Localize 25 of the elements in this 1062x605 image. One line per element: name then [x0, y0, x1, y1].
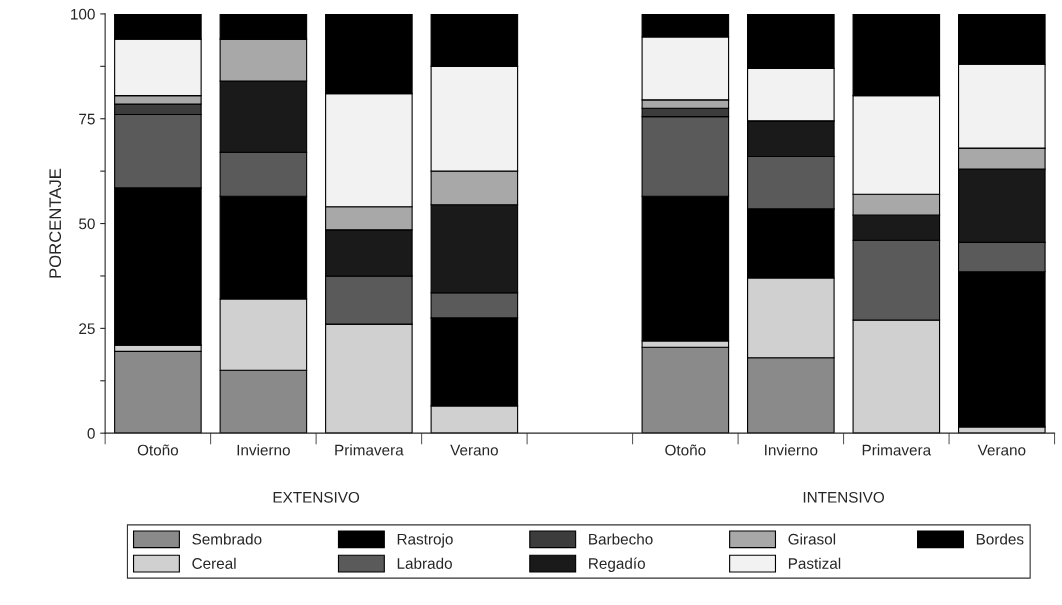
y-tick-label: 0: [87, 428, 95, 439]
x-tick-label: Invierno: [765, 444, 818, 456]
legend-label: Cereal: [192, 557, 236, 569]
legend-label: Regadío: [589, 557, 645, 572]
legend-label: Sembrado: [192, 533, 262, 545]
legend-label: Labrado: [397, 557, 452, 569]
text: EXTENSIVO: [273, 491, 360, 503]
x-tick-label: Primavera: [335, 444, 404, 456]
legend-label: Pastizal: [788, 557, 841, 569]
y-tick-label: 75: [79, 113, 95, 125]
legend-label: Bordes: [976, 533, 1024, 545]
legend-label: Rastrojo: [397, 533, 453, 548]
legend-label: Barbecho: [589, 533, 653, 545]
x-tick-label: Otoño: [137, 444, 179, 456]
x-tick-label: Verano: [977, 444, 1026, 456]
y-tick-label: 50: [79, 218, 95, 230]
legend-label: Girasol: [788, 533, 836, 545]
y-axis-title: PORCENTAJE: [49, 168, 62, 278]
x-tick-label: Primavera: [862, 444, 932, 456]
x-tick-label: Verano: [450, 444, 498, 456]
y-tick-label: 100: [71, 8, 95, 20]
y-tick-label: 25: [79, 323, 95, 335]
x-tick-label: Invierno: [237, 444, 290, 456]
x-tick-label: Otoño: [665, 444, 706, 456]
text: INTENSIVO: [803, 491, 885, 503]
